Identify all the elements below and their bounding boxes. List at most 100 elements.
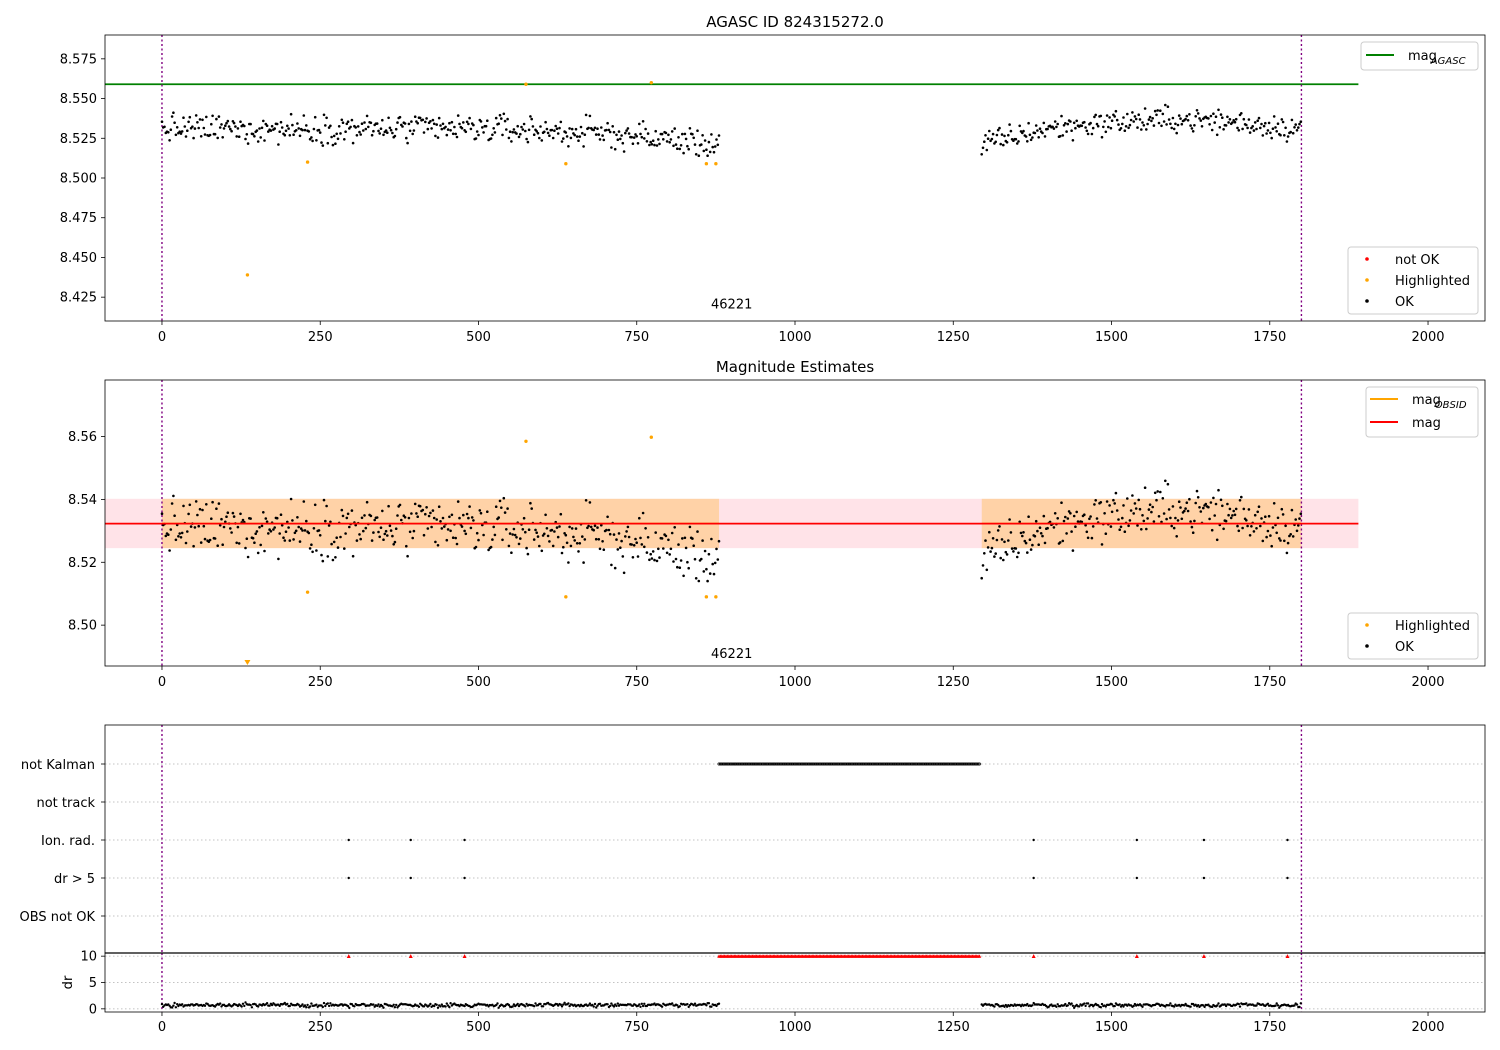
ok-point: [672, 560, 675, 563]
ok-point: [1091, 126, 1095, 130]
ok-point: [1015, 142, 1019, 145]
flag-point: [778, 762, 782, 766]
y-tick-label: 8.500: [60, 172, 97, 187]
ok-point: [1115, 118, 1119, 122]
ok-point: [1132, 120, 1135, 123]
ok-point: [330, 135, 333, 139]
ok-point: [346, 512, 350, 516]
flag-point: [759, 762, 763, 766]
flag-point: [817, 762, 821, 766]
ok-point: [362, 129, 365, 132]
ok-point: [641, 120, 645, 123]
ok-point: [1026, 140, 1029, 143]
ok-point: [448, 121, 451, 125]
flag-point: [723, 762, 727, 766]
dr-point: [671, 1002, 674, 1005]
ok-point: [985, 568, 989, 572]
ok-point: [273, 127, 277, 130]
ok-point: [312, 527, 316, 530]
flag-point: [783, 762, 786, 766]
ok-point: [354, 126, 358, 129]
ok-point: [1140, 528, 1143, 531]
ok-point: [311, 139, 314, 143]
ok-point: [1089, 121, 1092, 125]
ok-point: [168, 549, 171, 552]
ok-point: [1051, 125, 1054, 129]
ok-point: [388, 524, 392, 528]
ok-point: [372, 531, 375, 534]
flag-point: [835, 762, 839, 766]
ok-point: [1221, 504, 1224, 508]
flag-point: [810, 762, 814, 766]
ok-point: [1146, 122, 1149, 126]
ok-point: [625, 530, 628, 533]
ok-point: [1046, 526, 1049, 530]
dr-point: [244, 1001, 247, 1004]
ok-point: [1094, 113, 1097, 117]
dr-point: [660, 1005, 664, 1008]
ok-point: [582, 561, 585, 564]
legend-dot-swatch: [1365, 257, 1369, 261]
ok-point: [487, 548, 490, 552]
ok-point: [1278, 537, 1281, 540]
ok-point: [1086, 132, 1090, 136]
ok-point: [1166, 482, 1170, 486]
legend-label: mag: [1408, 49, 1437, 64]
ok-point: [1221, 116, 1224, 119]
flag-point: [855, 762, 859, 766]
dr-point: [598, 1002, 602, 1005]
dr-point: [512, 1003, 516, 1006]
ok-point: [468, 116, 471, 120]
dr-point: [541, 1005, 545, 1008]
ok-point: [1019, 531, 1023, 535]
ok-point: [1126, 112, 1129, 116]
dr-point: [567, 1002, 570, 1005]
ok-point: [291, 519, 294, 522]
dr-point: [678, 1005, 681, 1008]
dr-point: [1203, 1005, 1206, 1009]
ok-point: [196, 121, 199, 124]
ok-point: [681, 537, 684, 540]
flag-point: [731, 762, 735, 766]
flag-point: [952, 762, 956, 766]
ok-point: [630, 135, 633, 139]
flag-point: [947, 762, 951, 766]
ok-point: [210, 122, 213, 126]
ok-point: [411, 536, 415, 540]
ok-point: [1281, 120, 1285, 124]
ok-point: [278, 130, 282, 133]
ok-point: [1000, 133, 1004, 136]
flag-point: [741, 762, 745, 766]
ok-point: [706, 154, 709, 157]
ok-point: [1074, 525, 1077, 528]
ok-point: [619, 546, 622, 549]
flag-category-label: not track: [36, 796, 95, 811]
ok-point: [527, 528, 531, 531]
ok-point: [713, 145, 717, 148]
ok-point: [605, 528, 608, 532]
flag-point: [923, 762, 927, 766]
ok-point: [298, 134, 302, 138]
ok-point: [1029, 138, 1033, 142]
ok-point: [297, 525, 301, 529]
dr-point: [640, 1002, 643, 1005]
ok-point: [551, 544, 555, 548]
ok-point: [657, 138, 660, 141]
ok-point: [1009, 531, 1013, 534]
ok-point: [1159, 109, 1162, 112]
legend-dot-swatch: [1365, 299, 1369, 303]
ok-point: [364, 526, 368, 530]
ok-point: [511, 533, 514, 536]
dr-point: [417, 1005, 421, 1008]
ok-point: [201, 508, 204, 512]
ok-point: [708, 150, 712, 154]
ok-point: [1086, 536, 1090, 540]
dr-point: [1255, 1004, 1258, 1007]
ok-point: [678, 566, 682, 569]
ok-point: [668, 553, 671, 556]
ok-point: [383, 532, 387, 536]
ok-point: [649, 552, 652, 556]
flag-point: [936, 762, 940, 766]
ok-point: [1012, 550, 1015, 553]
ok-point: [1295, 529, 1299, 533]
